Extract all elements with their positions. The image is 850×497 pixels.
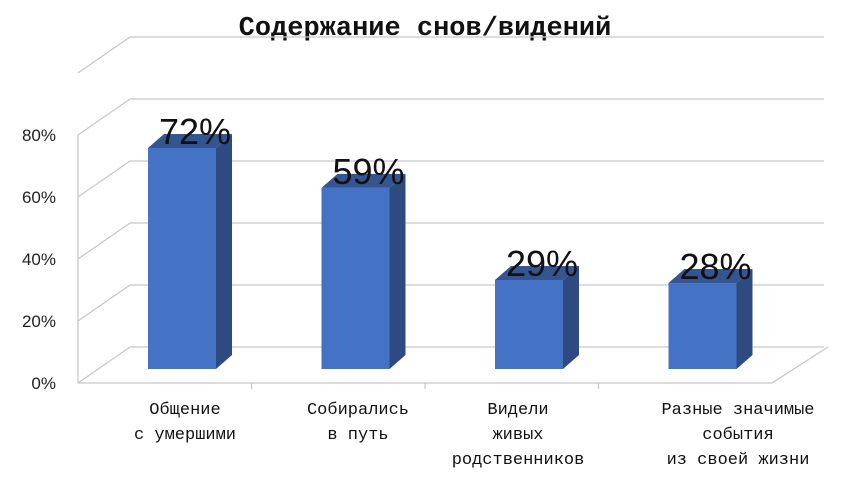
bar (321, 173, 406, 369)
data-label: 28% (679, 246, 751, 287)
data-label: 59% (332, 151, 404, 192)
gridlines (77, 36, 829, 389)
category-label: Видели живых родственников (451, 401, 585, 470)
data-label: 29% (506, 243, 578, 284)
y-tick-label: 40% (22, 250, 56, 269)
bar (668, 269, 753, 369)
y-tick-label: 0% (31, 374, 56, 393)
bar (148, 133, 232, 369)
chart-title: Содержание снов/видений (238, 14, 612, 44)
bar (495, 265, 579, 369)
data-label: 72% (159, 111, 231, 152)
y-tick-label: 80% (22, 126, 56, 145)
category-label: Собирались в путь (306, 401, 410, 445)
y-tick-label: 60% (22, 188, 56, 207)
category-label: Общение с умершими (133, 401, 237, 445)
y-tick-label: 20% (22, 312, 56, 331)
category-label: Разные значимые события из своей жизни (661, 401, 815, 470)
